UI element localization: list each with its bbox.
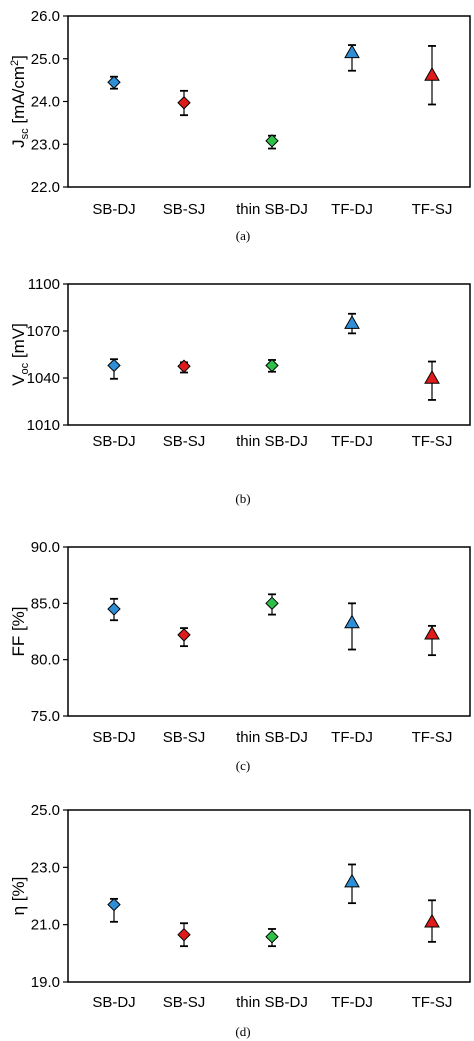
x-category-label: TF-DJ	[331, 994, 373, 1011]
y-title-main: η [%]	[9, 877, 28, 916]
y-tick-label: 1010	[27, 417, 60, 434]
x-category-label: SB-DJ	[92, 729, 135, 746]
plot-frame	[67, 15, 471, 188]
y-tick-label: 80.0	[31, 652, 60, 669]
panel-caption: (b)	[235, 491, 250, 506]
plot-frame	[67, 546, 471, 717]
x-category-label: SB-SJ	[163, 201, 206, 218]
y-axis-title: Voc [mV]	[9, 323, 31, 386]
y-title-sub: oc	[19, 362, 31, 374]
data-point-diamond	[265, 929, 279, 944]
data-point-diamond	[177, 96, 191, 110]
y-tick-label: 85.0	[31, 595, 60, 612]
data-point-diamond	[265, 134, 279, 148]
panel-a: 22.0 23.0 24.0 25.0 26.0 Jsc [mA/cm2] SB-DJ SB-…	[9, 8, 471, 243]
data-point-diamond	[177, 927, 191, 942]
data-point-diamond	[107, 75, 121, 89]
x-category-label: SB-SJ	[163, 994, 206, 1011]
x-category-label: TF-SJ	[412, 433, 453, 450]
x-category-label: TF-SJ	[412, 201, 453, 218]
x-category-label: SB-SJ	[163, 433, 206, 450]
y-title-unit: [mV]	[9, 323, 28, 363]
data-point-diamond	[107, 358, 121, 373]
y-axis-title: FF [%]	[9, 606, 28, 656]
panel-d: 19.0 21.0 23.0 25.0 η [%] SB-DJ SB-SJ thin SB-D…	[9, 802, 471, 1039]
data-point-diamond	[177, 628, 191, 642]
x-category-label: thin SB-DJ	[236, 201, 308, 218]
x-category-label: TF-SJ	[412, 994, 453, 1011]
data-point-triangle	[424, 66, 440, 81]
y-title-sup: 2	[9, 60, 21, 66]
x-category-label: thin SB-DJ	[236, 433, 308, 450]
panel-caption: (a)	[236, 228, 250, 243]
y-tick-label: 1100	[28, 276, 60, 293]
data-point-triangle	[424, 625, 440, 640]
data-point-triangle	[424, 369, 440, 384]
y-tick-label: 1040	[27, 370, 60, 387]
data-point-diamond	[107, 602, 121, 616]
x-category-label: thin SB-DJ	[236, 729, 308, 746]
data-point-triangle	[344, 44, 360, 59]
y-tick-label: 24.0	[31, 94, 60, 111]
y-title-main: V	[9, 374, 28, 386]
y-tick-label: 22.0	[31, 179, 60, 196]
y-tick-label: 25.0	[31, 802, 60, 819]
x-category-label: TF-DJ	[331, 201, 373, 218]
data-point-diamond	[177, 359, 191, 373]
data-point-triangle	[424, 913, 440, 928]
x-category-label: SB-DJ	[92, 433, 135, 450]
plot-frame	[67, 809, 471, 983]
plot-frame	[67, 283, 471, 426]
y-title-main: J	[9, 139, 28, 148]
y-tick-label: 90.0	[31, 539, 60, 556]
panel-caption: (d)	[235, 1024, 250, 1039]
y-tick-label: 23.0	[31, 136, 60, 153]
data-point-triangle	[344, 614, 360, 629]
y-title-main: FF [%]	[9, 606, 28, 656]
data-point-triangle	[344, 315, 360, 329]
x-category-label: SB-SJ	[163, 729, 206, 746]
x-category-label: SB-DJ	[92, 201, 135, 218]
x-category-label: TF-DJ	[331, 433, 373, 450]
panel-caption: (c)	[236, 758, 250, 773]
y-tick-label: 26.0	[31, 8, 60, 25]
y-title-unit: [mA/cm	[9, 66, 28, 128]
y-tick-label: 19.0	[31, 974, 60, 991]
data-point-diamond	[265, 596, 279, 611]
y-tick-label: 21.0	[31, 917, 60, 934]
y-axis-title: Jsc [mA/cm2]	[9, 55, 31, 148]
data-point-diamond	[265, 358, 279, 373]
y-tick-label: 75.0	[31, 708, 60, 725]
data-point-triangle	[344, 873, 360, 888]
x-category-label: SB-DJ	[92, 994, 135, 1011]
data-point-diamond	[107, 897, 121, 912]
panel-c: 75.0 80.0 85.0 90.0 FF [%] SB-DJ SB-SJ thin SB-…	[9, 539, 471, 773]
panel-b: 1010 1040 1070 1100 Voc [mV] SB-DJ SB-SJ thin S…	[9, 276, 471, 506]
y-title-end: ]	[9, 55, 28, 60]
y-tick-label: 1070	[27, 323, 60, 340]
y-tick-label: 23.0	[31, 859, 60, 876]
y-axis-title: η [%]	[9, 877, 28, 916]
x-category-label: TF-DJ	[331, 729, 373, 746]
y-title-sub: sc	[19, 128, 31, 140]
y-tick-label: 25.0	[31, 51, 60, 68]
x-category-label: TF-SJ	[412, 729, 453, 746]
x-category-label: thin SB-DJ	[236, 994, 308, 1011]
